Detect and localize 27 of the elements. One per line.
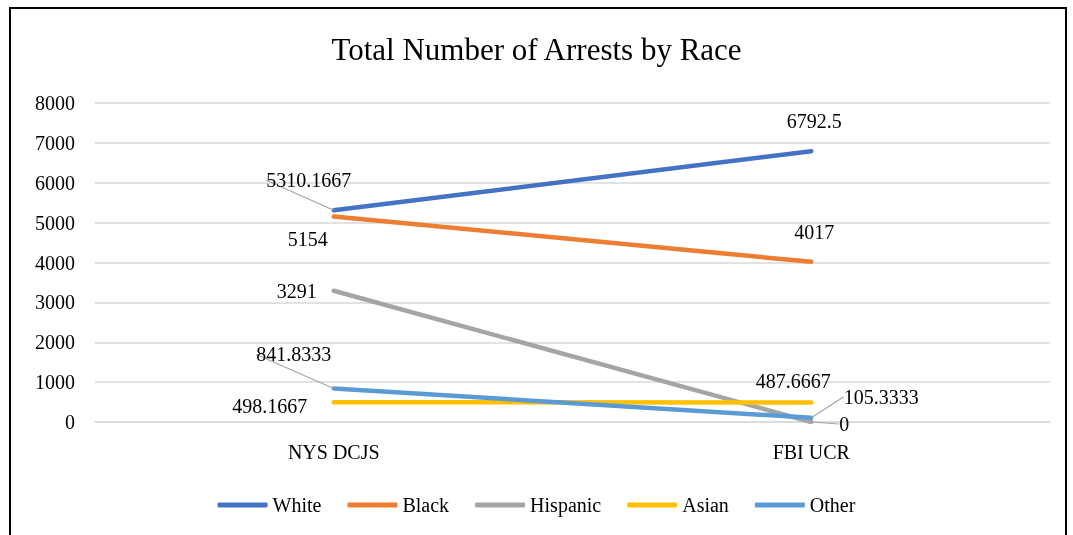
data-label: 4017: [794, 220, 835, 243]
y-tick-label: 8000: [35, 92, 75, 114]
legend-label: Asian: [682, 494, 729, 516]
data-label: 498.1667: [232, 395, 308, 418]
legend-label: Other: [809, 494, 856, 516]
y-tick-label: 7000: [35, 131, 75, 154]
y-tick-label: 0: [65, 411, 75, 433]
data-label: 6792.5: [786, 110, 842, 133]
data-label: 0: [839, 413, 850, 435]
data-label: 5310.1667: [266, 169, 352, 192]
y-tick-label: 3000: [35, 291, 75, 314]
x-tick-label: FBI UCR: [772, 441, 851, 463]
y-tick-label: 5000: [35, 211, 75, 234]
data-label: 5154: [287, 228, 328, 251]
legend-label: Hispanic: [530, 494, 602, 517]
legend-label: Black: [402, 494, 450, 516]
data-label: 841.8333: [256, 343, 332, 366]
y-tick-label: 6000: [35, 171, 75, 194]
data-label: 487.6667: [755, 369, 831, 392]
legend-label: White: [272, 494, 322, 516]
y-tick-label: 4000: [35, 251, 75, 274]
chart-title: Total Number of Arrests by Race: [331, 32, 742, 67]
x-tick-label: NYS DCJS: [287, 441, 380, 463]
y-tick-label: 2000: [35, 331, 75, 354]
data-label: 105.3333: [843, 385, 919, 408]
data-label: 3291: [276, 279, 317, 302]
y-tick-label: 1000: [35, 371, 75, 394]
